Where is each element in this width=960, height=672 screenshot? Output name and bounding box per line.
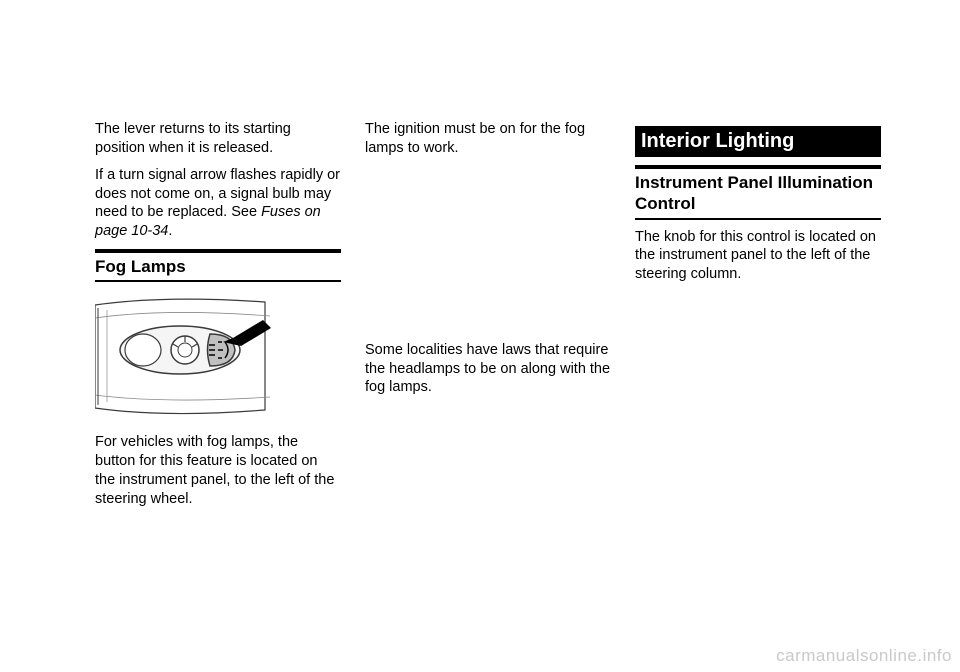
section-heading: Fog Lamps [95, 249, 341, 282]
watermark-text: carmanualsonline.info [776, 646, 952, 666]
paragraph: For vehicles with fog lamps, the button … [95, 433, 341, 508]
rule [95, 280, 341, 282]
paragraph: Some localities have laws that require t… [365, 341, 611, 398]
paragraph: The lever returns to its starting positi… [95, 120, 341, 158]
paragraph: The ignition must be on for the fog lamp… [365, 120, 611, 158]
rule [95, 249, 341, 253]
text-span: . [168, 223, 172, 239]
spacer [365, 166, 611, 341]
column-1: The lever returns to its starting positi… [95, 120, 341, 672]
column-2: The ignition must be on for the fog lamp… [365, 120, 611, 672]
manual-page: The lever returns to its starting positi… [0, 0, 960, 672]
paragraph: If a turn signal arrow flashes rapidly o… [95, 166, 341, 241]
rule [635, 165, 881, 169]
chapter-heading: Interior Lighting [635, 126, 881, 157]
section-heading: Instrument Panel Illumination Control [635, 165, 881, 220]
paragraph: The knob for this control is located on … [635, 228, 881, 285]
heading-text: Fog Lamps [95, 254, 341, 279]
column-3: Interior Lighting Instrument Panel Illum… [635, 120, 881, 672]
fog-lamp-illustration [95, 290, 275, 425]
rule [635, 218, 881, 220]
heading-text: Instrument Panel Illumination Control [635, 170, 881, 217]
